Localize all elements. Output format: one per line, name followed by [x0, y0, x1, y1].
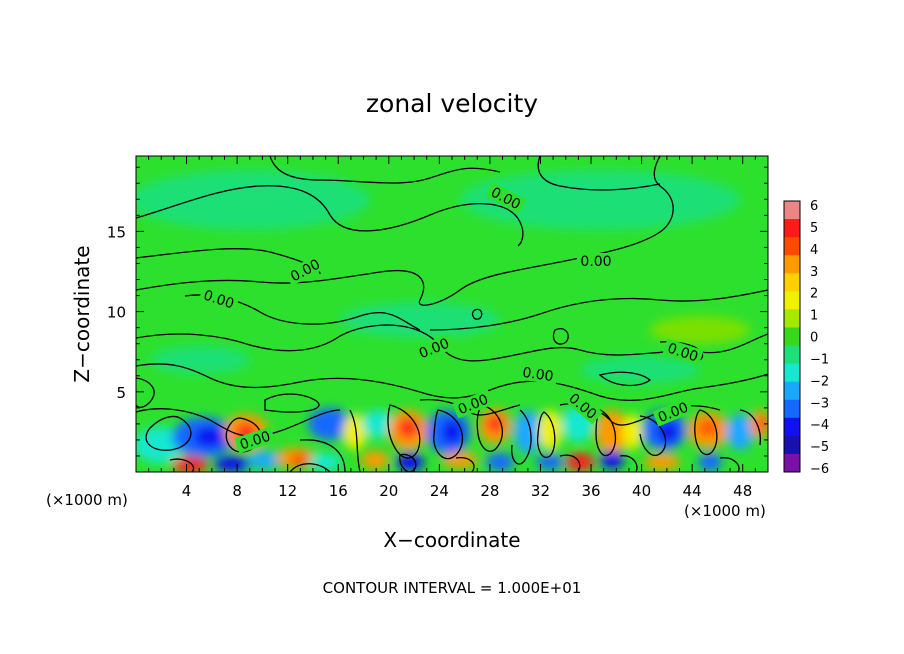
- colorbar-tick-label: −4: [810, 418, 829, 433]
- colorbar-swatch: [784, 399, 800, 419]
- colorbar-swatch: [784, 201, 800, 220]
- x-axis: 4 8 12 16 20 24 28 32 36 40 44 48: [148, 156, 756, 500]
- y-tick-label: 5: [116, 384, 126, 402]
- colorbar-tick-label: −2: [810, 374, 829, 389]
- colorbar: 6 5 4 3 2 1 0 −1 −2 −3 −4 −5 −6: [783, 199, 829, 477]
- colorbar-swatch: [784, 363, 800, 383]
- chart-title: zonal velocity: [366, 89, 538, 118]
- colorbar-swatch: [784, 381, 800, 401]
- colorbar-swatch: [784, 273, 800, 292]
- contour-interval-footnote: CONTOUR INTERVAL = 1.000E+01: [323, 579, 582, 597]
- contour-label: 0.00: [521, 365, 554, 385]
- colorbar-tick-label: −1: [810, 352, 829, 367]
- colorbar-tick-label: −5: [810, 440, 829, 455]
- y-axis: 5 10 15: [107, 166, 768, 457]
- contour-label: 0.00: [580, 254, 611, 270]
- colorbar-swatch: [784, 453, 800, 473]
- x-tick-label: 32: [531, 482, 550, 500]
- x-tick-label: 48: [733, 482, 752, 500]
- x-tick-label: 36: [581, 482, 600, 500]
- x-tick-label: 8: [232, 482, 242, 500]
- colorbar-swatch: [784, 291, 800, 310]
- colorbar-tick-label: 2: [810, 287, 818, 302]
- colorbar-swatch: [784, 255, 800, 274]
- colorbar-tick-label: −6: [810, 462, 829, 477]
- x-tick-label: 28: [480, 482, 499, 500]
- x-tick-label: 24: [430, 482, 449, 500]
- colorbar-tick-label: 3: [810, 265, 818, 280]
- y-axis-label: Z−coordinate: [70, 245, 94, 382]
- colorbar-tick-label: −3: [810, 396, 829, 411]
- x-tick-label: 40: [632, 482, 651, 500]
- x-tick-label: 16: [329, 482, 348, 500]
- colorbar-tick-label: 4: [810, 243, 818, 258]
- colorbar-swatch: [784, 219, 800, 238]
- colorbar-tick-label: 1: [810, 309, 818, 324]
- x-axis-label: X−coordinate: [383, 528, 520, 552]
- colorbar-swatch: [784, 327, 800, 347]
- x-tick-label: 4: [182, 482, 192, 500]
- x-unit-left: (×1000 m): [46, 491, 128, 509]
- x-tick-label: 12: [278, 482, 297, 500]
- x-tick-label: 20: [379, 482, 398, 500]
- x-tick-label: 44: [683, 482, 702, 500]
- colorbar-swatch: [784, 237, 800, 256]
- x-unit-right: (×1000 m): [684, 502, 766, 520]
- y-tick-label: 10: [107, 304, 126, 322]
- colorbar-swatch: [784, 309, 800, 328]
- colorbar-tick-label: 0: [810, 331, 818, 346]
- colorbar-swatch: [784, 417, 800, 437]
- colorbar-frame: [783, 200, 801, 473]
- colorbar-swatch: [784, 435, 800, 455]
- colorbar-swatch: [784, 345, 800, 365]
- y-tick-label: 15: [107, 223, 126, 241]
- colorbar-tick-label: 6: [810, 199, 818, 214]
- plot-area: 0.00 0.00 0.00 0.00 0.00 0.00 0.00 0.00 …: [136, 156, 768, 472]
- colorbar-tick-label: 5: [810, 221, 818, 236]
